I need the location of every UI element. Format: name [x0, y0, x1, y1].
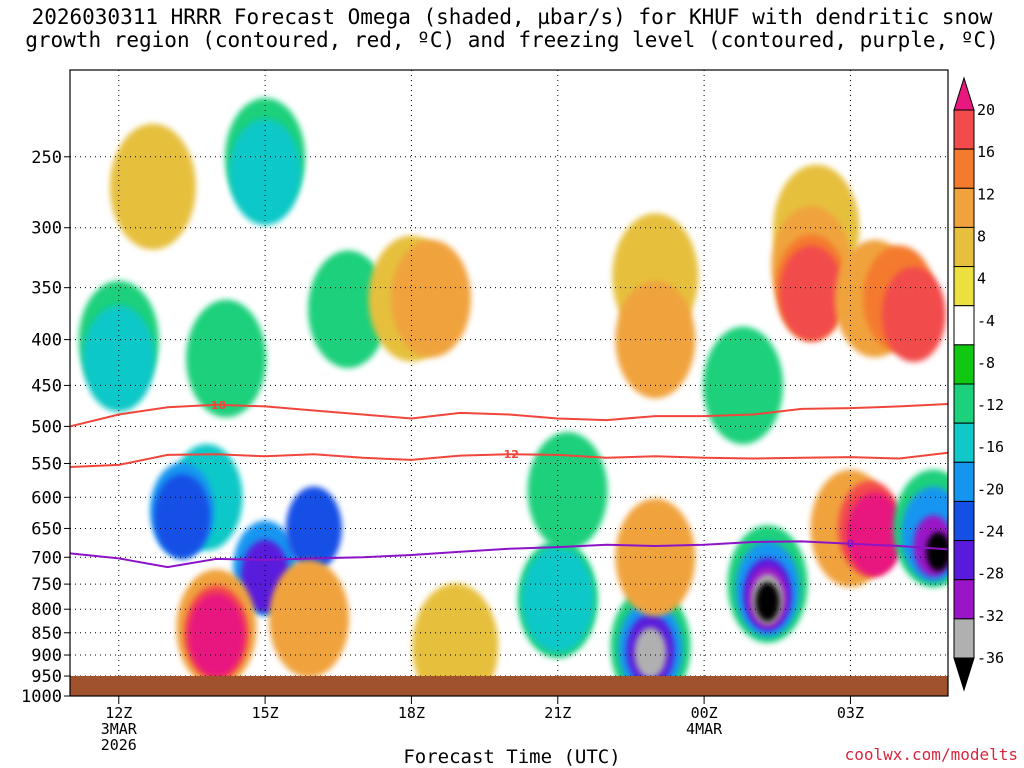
- y-tick-label-450: 450: [31, 376, 62, 396]
- x-date-label-3MAR: 3MAR: [101, 720, 138, 738]
- omega-blob-46: [846, 492, 903, 577]
- colorbar-label--4: -4: [977, 312, 995, 330]
- contour-lines: -18 -12 0: [70, 399, 948, 569]
- y-tick-label-800: 800: [31, 600, 62, 620]
- plot-frame: [69, 69, 949, 697]
- colorbar-segment-3: [953, 226, 975, 268]
- contour-label--12: -12: [499, 448, 519, 461]
- y-tick-label-250: 250: [31, 148, 62, 168]
- colorbar-label--12: -12: [977, 396, 1004, 414]
- omega-blob-50: [926, 532, 948, 572]
- y-tick-label-400: 400: [31, 331, 62, 351]
- y-axis: 2503003504004505005506006507007508008509…: [21, 148, 70, 707]
- colorbar-segment-9: [953, 461, 975, 502]
- y-tick-label-350: 350: [31, 279, 62, 299]
- omega-blob-4: [229, 118, 302, 226]
- colorbar-label--24: -24: [977, 523, 1004, 541]
- omega-blob-22: [527, 431, 608, 550]
- omega-blob-19: [412, 583, 499, 696]
- omega-blob-28: [634, 627, 667, 679]
- x-year-label-2026: 2026: [101, 736, 137, 754]
- colorbar-label-16: 16: [977, 143, 995, 161]
- colorbar-segment-13: [953, 618, 975, 659]
- colorbar-segment-12: [953, 579, 975, 620]
- y-tick-label-700: 700: [31, 548, 62, 568]
- colorbar-bottom-arrow: [953, 657, 975, 692]
- omega-blob-43: [881, 266, 946, 363]
- x-tick-label-03Z: 03Z: [837, 704, 864, 722]
- colorbar-label--28: -28: [977, 565, 1004, 583]
- y-tick-label-1000: 1000: [21, 687, 62, 707]
- contour-label--18: -18: [206, 399, 226, 412]
- contour--18: [70, 403, 948, 428]
- colorbar-segment-7: [953, 383, 975, 424]
- ground-bar: [70, 676, 948, 696]
- y-tick-label-900: 900: [31, 646, 62, 666]
- y-tick-label-950: 950: [31, 667, 62, 687]
- contour--12: [70, 451, 948, 468]
- omega-blob-36: [755, 582, 780, 622]
- x-tick-label-12Z: 12Z: [105, 704, 132, 722]
- colorbar-segment-5: [953, 305, 975, 346]
- credit-link[interactable]: coolwx.com/modelts: [844, 745, 1018, 764]
- colorbar-segment-10: [953, 500, 975, 542]
- y-tick-label-550: 550: [31, 454, 62, 474]
- colorbar: 20 16 12 8 4 -4 -8 -12 -16 -20 -24 -28 -32 -36: [953, 76, 1004, 692]
- colorbar-label--20: -20: [977, 480, 1004, 498]
- colorbar-label-8: 8: [977, 227, 986, 245]
- y-tick-label-500: 500: [31, 417, 62, 437]
- grid: [70, 70, 948, 697]
- omega-blob-21: [521, 546, 594, 653]
- y-tick-label-600: 600: [31, 488, 62, 508]
- omega-blob-8: [154, 474, 211, 559]
- x-tick-label-21Z: 21Z: [544, 704, 571, 722]
- colorbar-segment-8: [953, 422, 975, 463]
- contour-0: [70, 540, 948, 569]
- chart-title: 2026030311 HRRR Forecast Omega (shaded, …: [25, 5, 999, 52]
- colorbar-label-20: 20: [977, 101, 995, 119]
- colorbar-segment-2: [953, 187, 975, 228]
- y-tick-label-650: 650: [31, 519, 62, 539]
- x-axis-title: Forecast Time (UTC): [403, 746, 621, 768]
- colorbar-label-12: 12: [977, 185, 995, 203]
- omega-blob-40: [779, 245, 844, 341]
- colorbar-label--36: -36: [977, 649, 1004, 667]
- colorbar-label--8: -8: [977, 354, 995, 372]
- colorbar-segment-0: [953, 109, 975, 150]
- omega-blob-0: [109, 123, 196, 250]
- colorbar-label-4: 4: [977, 270, 986, 288]
- omega-blob-18: [390, 239, 471, 358]
- omega-blob-14: [188, 593, 245, 678]
- x-tick-label-00Z: 00Z: [691, 704, 718, 722]
- omega-blob-11: [285, 486, 342, 571]
- x-tick-label-15Z: 15Z: [252, 704, 279, 722]
- colorbar-segment-1: [953, 148, 975, 189]
- y-tick-label-750: 750: [31, 575, 62, 595]
- contour-label-0: 0: [847, 538, 855, 551]
- colorbar-label--32: -32: [977, 607, 1004, 625]
- x-date-label-4MAR: 4MAR: [686, 720, 723, 738]
- omega-blob-15: [269, 560, 350, 678]
- colorbar-label--16: -16: [977, 438, 1004, 456]
- x-tick-label-18Z: 18Z: [398, 704, 425, 722]
- omega-blob-16: [308, 250, 389, 369]
- y-tick-label-300: 300: [31, 219, 62, 239]
- colorbar-segment-4: [953, 266, 975, 307]
- omega-blob-5: [186, 299, 267, 418]
- y-tick-label-850: 850: [31, 624, 62, 644]
- colorbar-segment-6: [953, 344, 975, 385]
- colorbar-top-arrow: [953, 76, 975, 111]
- colorbar-segment-11: [953, 540, 975, 581]
